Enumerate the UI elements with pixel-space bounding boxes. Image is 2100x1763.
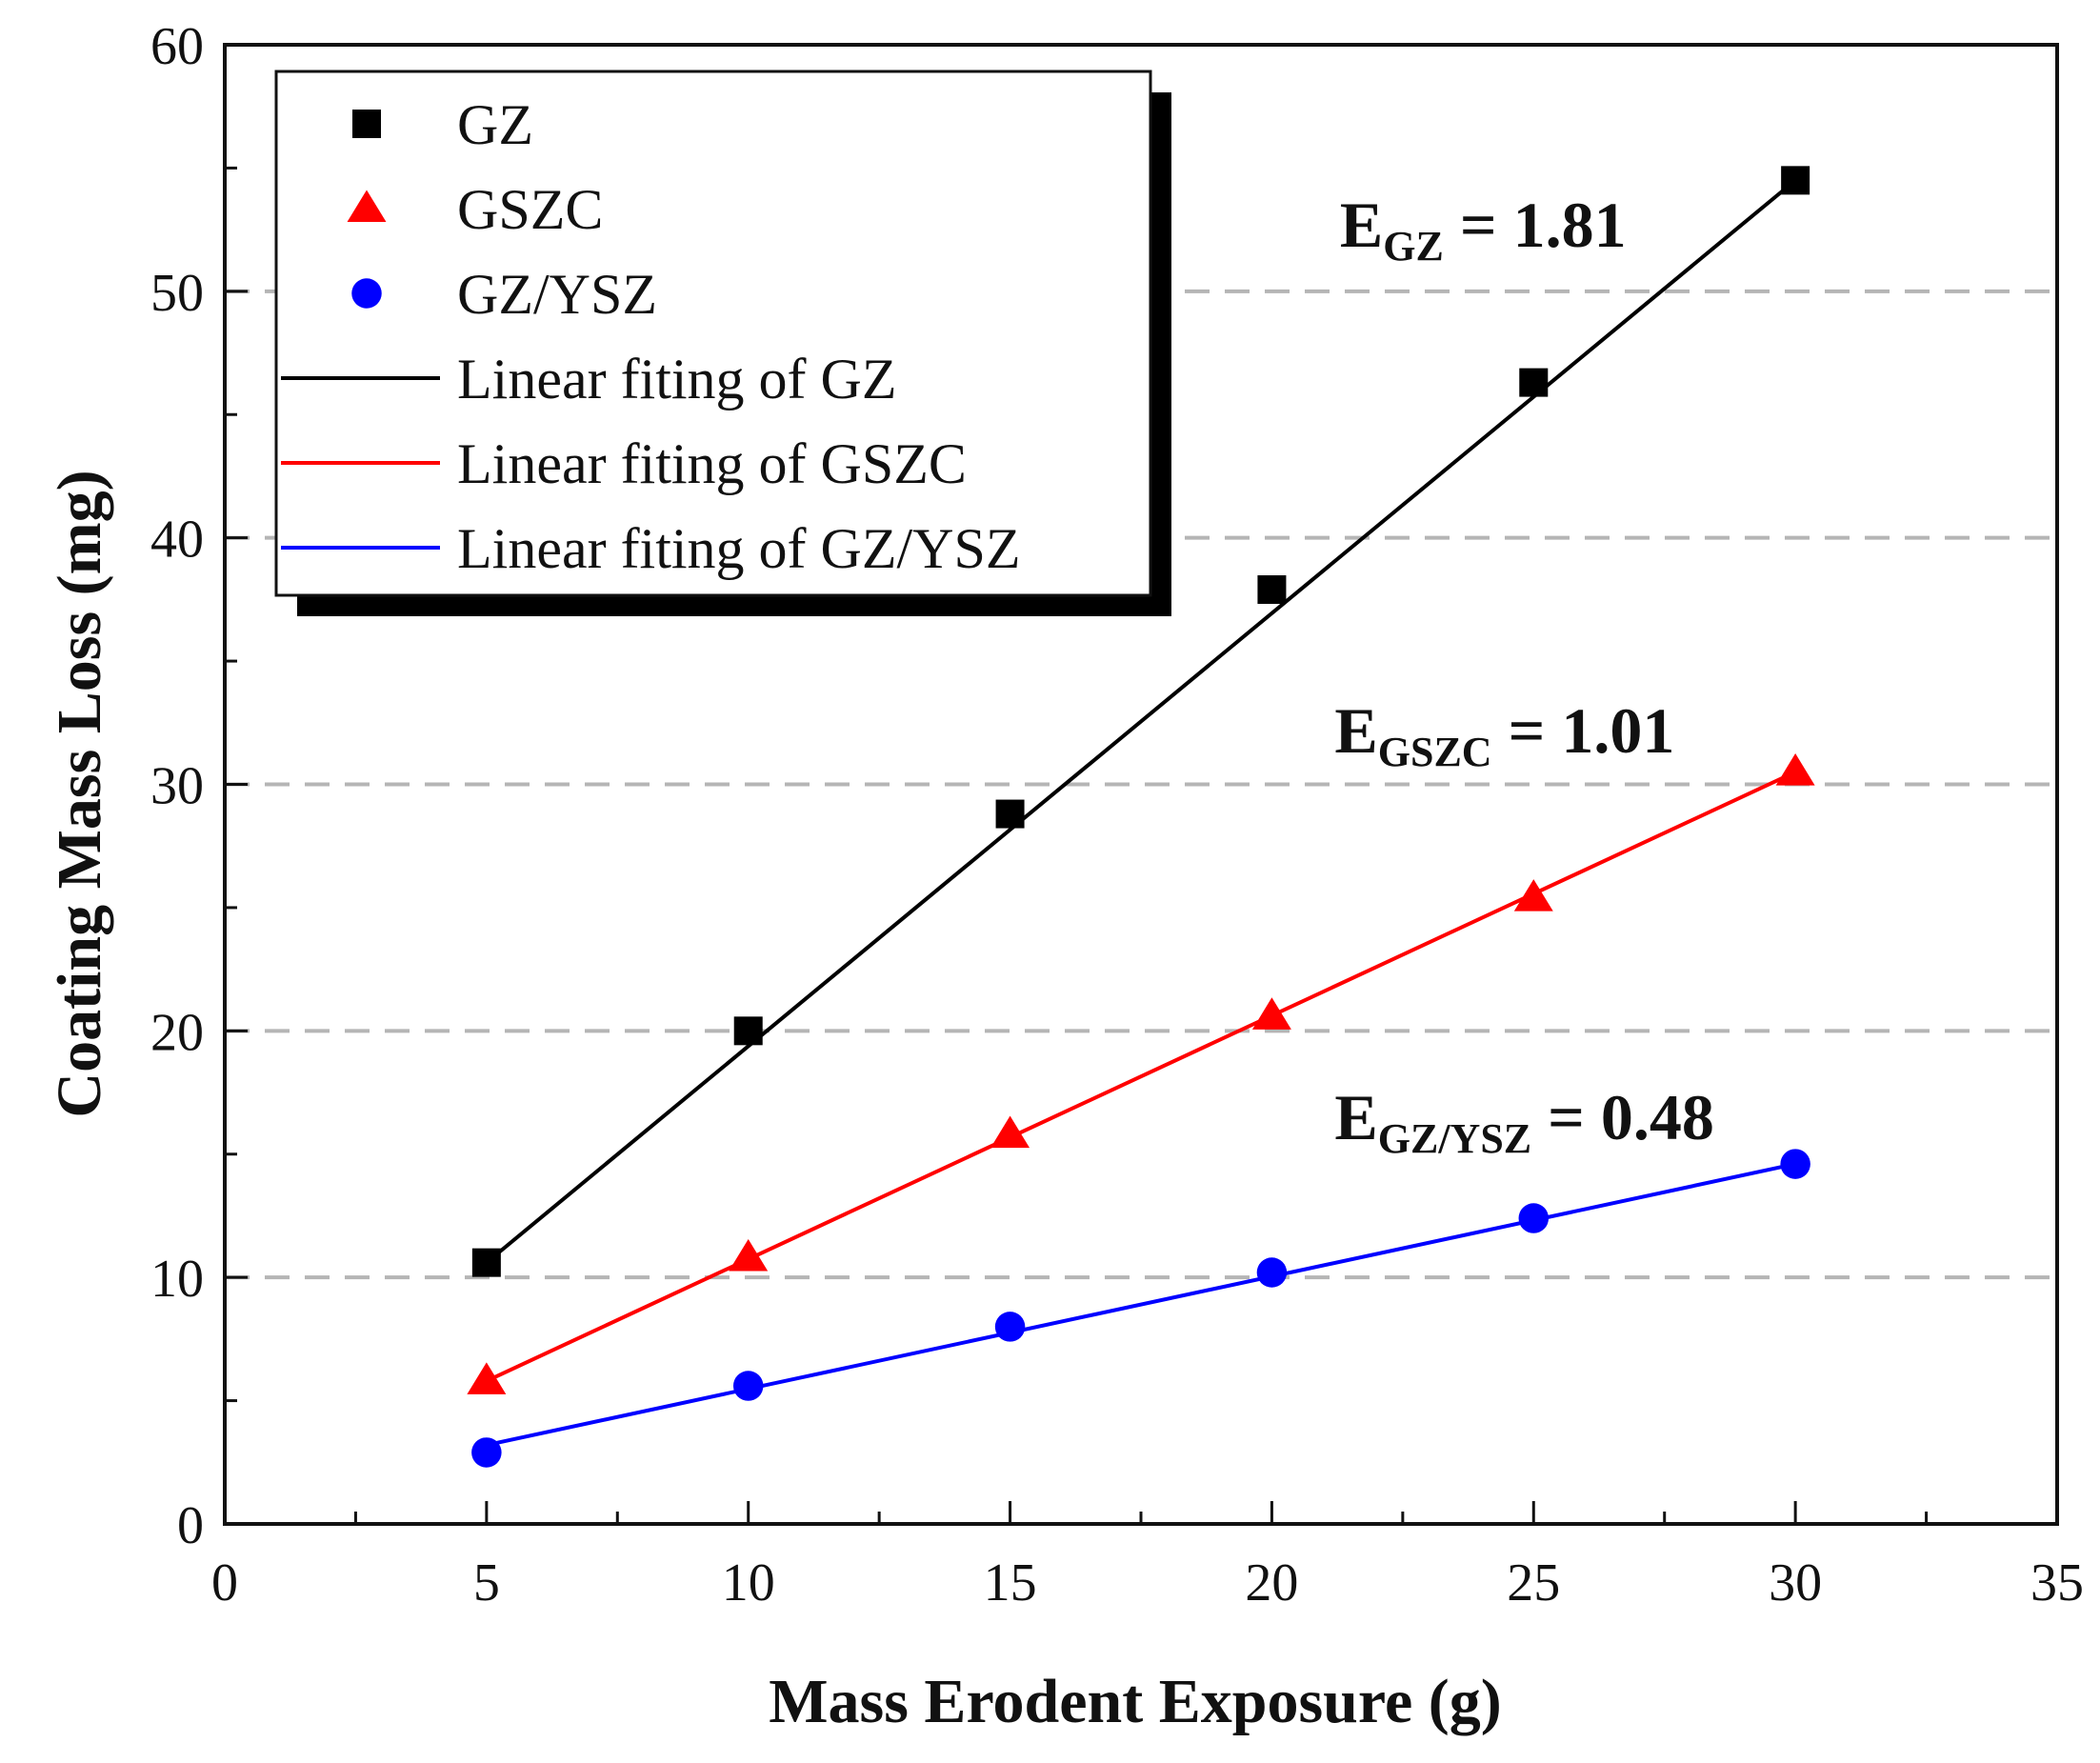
- x-axis-label: Mass Erodent Exposure (g): [769, 1667, 1501, 1736]
- slope-annotation: EGZ = 1.81: [1340, 189, 1627, 270]
- legend-label: Linear fiting of GZ: [457, 348, 897, 411]
- data-point-gz: [995, 799, 1025, 829]
- legend-label: GZ: [457, 93, 533, 156]
- x-tick-label: 20: [1245, 1553, 1298, 1613]
- y-tick-label: 0: [177, 1496, 204, 1555]
- data-point-gszc: [729, 1238, 769, 1272]
- data-point-gz-ysz: [732, 1371, 764, 1401]
- data-point-gszc: [990, 1115, 1030, 1149]
- data-point-gz: [1257, 575, 1287, 605]
- legend-marker: [347, 190, 387, 223]
- data-point-gz: [1781, 166, 1810, 195]
- y-axis-label: Coating Mass Loss (mg): [45, 470, 114, 1117]
- x-tick-label: 0: [211, 1553, 238, 1613]
- axis-ticks: [223, 43, 2059, 1526]
- data-point-gszc: [1513, 879, 1553, 912]
- fit-line-gz: [485, 178, 1797, 1265]
- fit-lines: [485, 178, 1797, 1448]
- legend-label: GZ/YSZ: [457, 263, 657, 326]
- data-point-gz-ysz: [1518, 1203, 1550, 1233]
- annotations: EGZ = 1.81 EGSZC = 1.01 EGZ/YSZ = 0.48: [1334, 189, 1714, 1162]
- y-tick-label: 10: [150, 1250, 204, 1309]
- data-point-gz: [471, 1248, 501, 1277]
- data-point-gz-ysz: [1256, 1257, 1288, 1288]
- y-tick-label: 20: [150, 1003, 204, 1062]
- legend-marker: [352, 110, 381, 138]
- legend-label: Linear fiting of GSZC: [457, 432, 967, 495]
- y-tick-label: 30: [150, 757, 204, 816]
- legend: GZ GSZC GZ/YSZ Linear fiting of GZ Linear fi…: [274, 70, 1171, 616]
- data-point-gz: [733, 1016, 763, 1046]
- y-tick-label: 40: [150, 511, 204, 570]
- legend-label: GSZC: [457, 178, 603, 241]
- slope-annotation: EGZ/YSZ = 0.48: [1334, 1081, 1714, 1162]
- x-tick-label: 35: [2030, 1553, 2084, 1613]
- data-point-gz-ysz: [994, 1312, 1026, 1342]
- fit-line-gz-ysz: [486, 1162, 1796, 1448]
- y-tick-label: 60: [150, 17, 204, 76]
- tick-labels: 0 5 10 15 20 25 30 35 0 10 20 30 40 50 60: [150, 17, 2084, 1613]
- legend-label: Linear fiting of GZ/YSZ: [457, 517, 1021, 580]
- grid-lines: [225, 289, 2057, 1280]
- x-tick-label: 10: [722, 1553, 775, 1613]
- data-point-gz: [1519, 368, 1549, 397]
- data-point-gz-ysz: [471, 1437, 502, 1468]
- fit-line-gszc: [486, 770, 1796, 1383]
- data-point-gszc: [1251, 997, 1291, 1030]
- data-markers: [467, 166, 1815, 1468]
- slope-annotation: EGSZC = 1.01: [1334, 694, 1674, 775]
- y-tick-label: 50: [150, 264, 204, 323]
- x-tick-label: 30: [1769, 1553, 1822, 1613]
- data-point-gz-ysz: [1780, 1149, 1810, 1179]
- legend-marker: [351, 278, 382, 309]
- x-tick-label: 5: [473, 1553, 500, 1613]
- data-point-gszc: [467, 1362, 507, 1394]
- x-tick-label: 15: [984, 1553, 1037, 1613]
- legend-box: [274, 70, 1152, 597]
- data-point-gszc: [1775, 753, 1815, 786]
- x-tick-label: 25: [1507, 1553, 1560, 1613]
